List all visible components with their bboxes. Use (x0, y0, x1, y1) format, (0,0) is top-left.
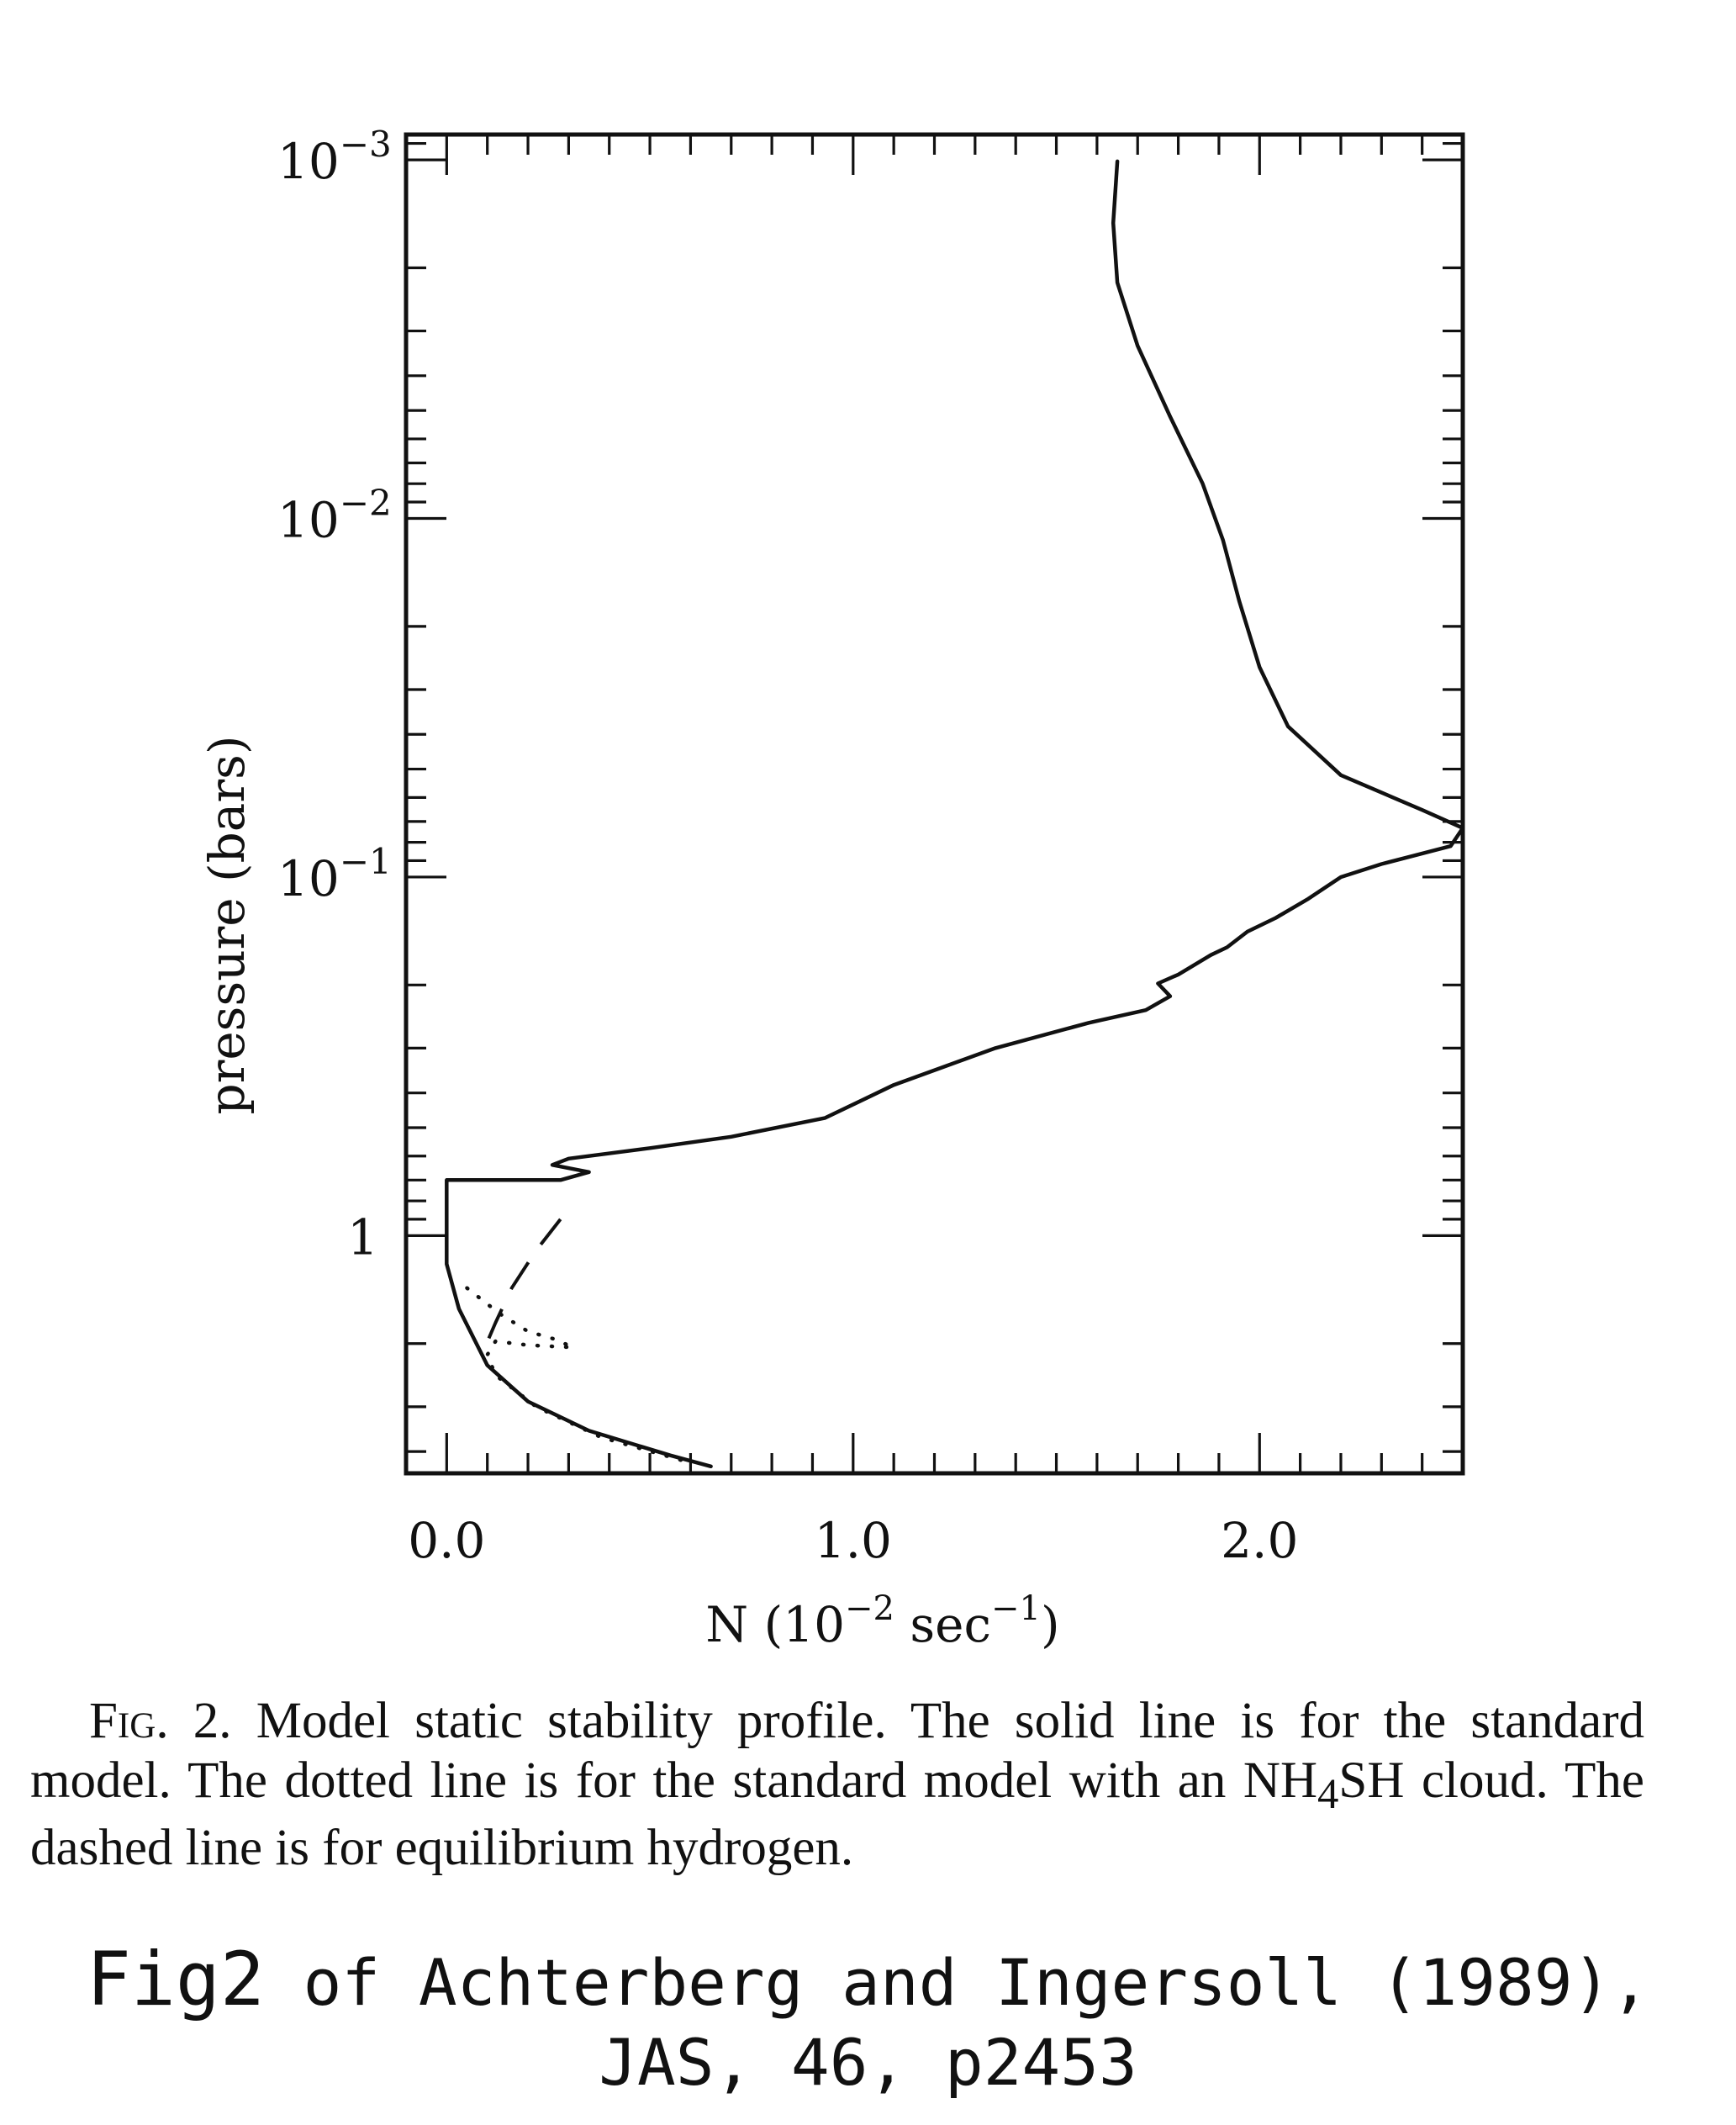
y-tick-label: 1 (347, 1208, 378, 1266)
x-tick-label: 1.0 (815, 1512, 892, 1569)
source-line-1: Fig2 of Achterberg and Ingersoll (1989), (0, 1934, 1736, 2024)
y-tick-labels: 10−3 10−2 10−1 1 (277, 124, 392, 1266)
source-fig: Fig2 (86, 1936, 265, 2022)
y-axis-label: pressure (bars) (198, 735, 256, 1114)
figure-caption: Fig. 2. Model static stability profile. … (30, 1692, 1644, 1879)
x-tick-label: 0.0 (408, 1512, 485, 1569)
y-tick-label: 10−2 (277, 483, 392, 549)
caption-lead: Fig (89, 1693, 156, 1749)
minor-ticks (406, 135, 1463, 1473)
dotted-series-line (465, 1286, 693, 1465)
solid-series-line (445, 159, 1465, 1469)
caption-subscript: 4 (1317, 1769, 1339, 1817)
source-line-2: JAS, 46, p2453 (599, 2025, 1137, 2101)
static-stability-chart: 0.0 1.0 2.0 10−3 10−2 10−1 1 N (10−2 sec−1) p… (198, 124, 1465, 1653)
x-axis-label: N (10−2 sec−1) (705, 1589, 1059, 1653)
caption-text-end: SH cloud. The dashed line is for equilib… (30, 1752, 1644, 1876)
y-tick-label: 10−1 (277, 841, 392, 907)
x-tick-labels: 0.0 1.0 2.0 (408, 1512, 1298, 1569)
major-ticks (406, 135, 1463, 1473)
y-tick-label: 10−3 (277, 124, 392, 190)
source-line-1-text: of Achterberg and Ingersoll (1989), (264, 1945, 1650, 2020)
series-layer (445, 159, 1465, 1469)
caption-text: Model static stability profile. The soli… (30, 1693, 1645, 1809)
x-tick-label: 2.0 (1221, 1512, 1298, 1569)
source-note: Fig2 of Achterberg and Ingersoll (1989),… (0, 1934, 1736, 2102)
dashed-series-line (482, 1218, 562, 1352)
caption-number: . 2. (156, 1693, 232, 1749)
plot-frame (404, 132, 1465, 1476)
